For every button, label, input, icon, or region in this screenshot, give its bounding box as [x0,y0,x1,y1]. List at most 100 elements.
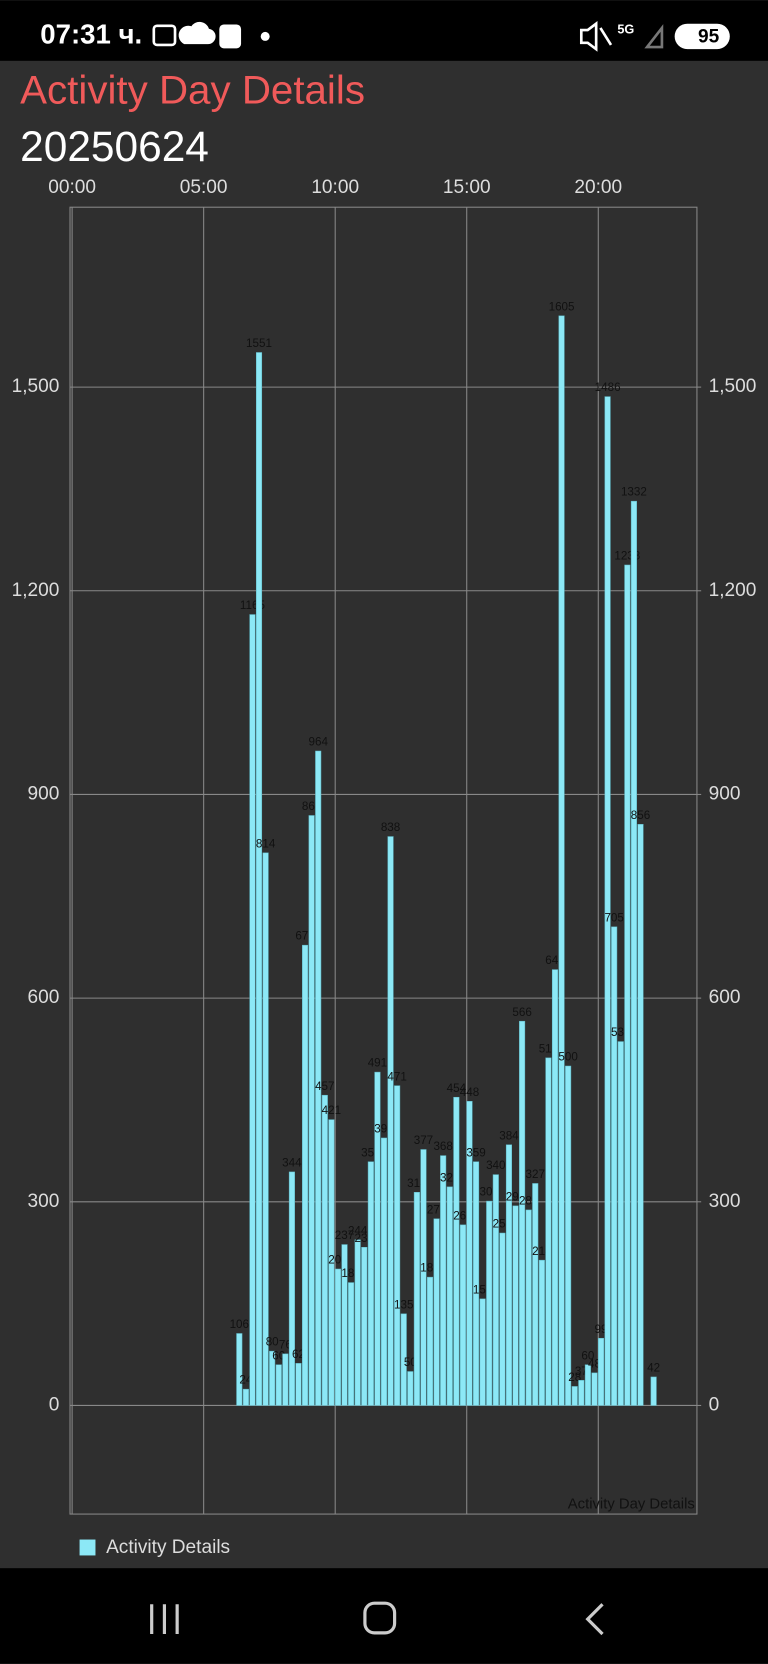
legend-label: Activity Details [106,1537,230,1558]
bar-value-label: 1332 [621,486,647,499]
bar [269,1350,276,1406]
nav-home[interactable] [363,1601,397,1635]
bar [308,815,315,1406]
bar [236,1333,243,1406]
chart: 00:00 05:00 10:00 15:00 20:0003006009001,200… [12,177,757,1558]
bar [584,1364,591,1406]
y2-tick-label: 1,500 [709,376,757,397]
bar [242,1388,249,1406]
x-tick-label: 15:00 [443,177,491,198]
bar [499,1232,506,1406]
bar [525,1209,532,1406]
bar [315,750,322,1406]
bar [571,1386,578,1406]
bar-value-label: 1486 [595,381,621,394]
bar [275,1364,282,1406]
bar [650,1376,657,1406]
bar [558,315,565,1406]
bar [420,1149,427,1406]
y-tick-label: 300 [28,1191,60,1212]
bar-value-label: 705 [604,911,623,924]
bar [341,1244,348,1406]
bar [466,1101,473,1406]
bar-value-label: 106 [230,1318,249,1331]
status-network: 5G [617,21,634,36]
bar [354,1239,361,1406]
bar-value-label: 964 [308,736,328,749]
bar-value-label: 237 [335,1229,354,1242]
bar-value-label: 454 [447,1082,467,1095]
bar [446,1186,453,1406]
bar [282,1353,289,1406]
x-tick-label: 10:00 [311,177,359,198]
status-icons [152,21,664,52]
bar [598,1337,605,1406]
bar [453,1096,460,1406]
y-tick-label: 900 [28,783,60,804]
page-title: Activity Day Details [20,67,365,112]
bar [459,1224,466,1406]
bar-value-label: 340 [486,1159,506,1172]
bar [473,1161,480,1406]
bar-value-label: 62 [292,1348,305,1361]
bar [328,1119,335,1406]
bar-value-label: 838 [381,821,400,834]
bar-value-label: 566 [512,1006,531,1019]
bar-value-label: 135 [394,1298,413,1311]
bar-value-label: 37 [575,1365,588,1378]
bar-value-label: 327 [526,1168,545,1181]
status-time: 07:31 ч. [40,19,142,50]
bar [433,1218,440,1406]
bar [512,1205,519,1406]
nav-icons [150,1601,604,1636]
bar-value-label: 42 [647,1362,660,1375]
bar-value-label: 344 [282,1157,302,1170]
bar [413,1192,420,1406]
plot-frame [69,206,698,1515]
bar-value-label: 500 [558,1051,578,1064]
bar [334,1268,341,1406]
nav-bar [0,1568,768,1664]
y2-tick-label: 300 [709,1191,741,1212]
bar [578,1380,585,1406]
status-bar [0,0,768,61]
bar [302,944,309,1406]
bar [617,1041,624,1406]
bar [440,1155,447,1406]
bar [407,1371,414,1406]
bar-value-label: 1605 [549,300,575,313]
bar-value-label: 471 [387,1070,406,1083]
bar-value-label: 48 [588,1357,601,1370]
bar-value-label: 80 [266,1336,279,1349]
bar [505,1144,512,1406]
bar [387,836,394,1406]
bar-value-label: 28 [568,1371,581,1384]
bar [321,1094,328,1406]
bar-value-label: 856 [631,809,650,822]
x-tick-label: 20:00 [574,177,622,198]
bar [591,1372,598,1406]
y-tick-label: 600 [28,987,60,1008]
bar-value-label: 491 [368,1057,387,1070]
y-tick-label: 1,500 [12,376,60,397]
bar-value-label: 368 [433,1140,452,1153]
bar [361,1247,368,1406]
bar-value-label: 60 [581,1349,594,1362]
bar-value-label: 1551 [246,337,272,350]
bar [611,926,618,1406]
nav-back[interactable] [585,1603,604,1636]
legend-swatch [79,1539,96,1556]
nav-recents[interactable] [150,1604,179,1634]
bar [630,500,637,1406]
bar-value-label: 814 [256,837,276,850]
bar [295,1363,302,1406]
bar [551,969,559,1406]
bar [367,1161,374,1406]
bar [532,1183,539,1406]
bar [288,1171,295,1406]
bar [374,1071,381,1406]
bar [637,824,644,1406]
y2-tick-label: 900 [709,783,741,804]
x-tick-label: 00:00 [48,177,96,198]
y-tick-label: 0 [49,1395,60,1416]
